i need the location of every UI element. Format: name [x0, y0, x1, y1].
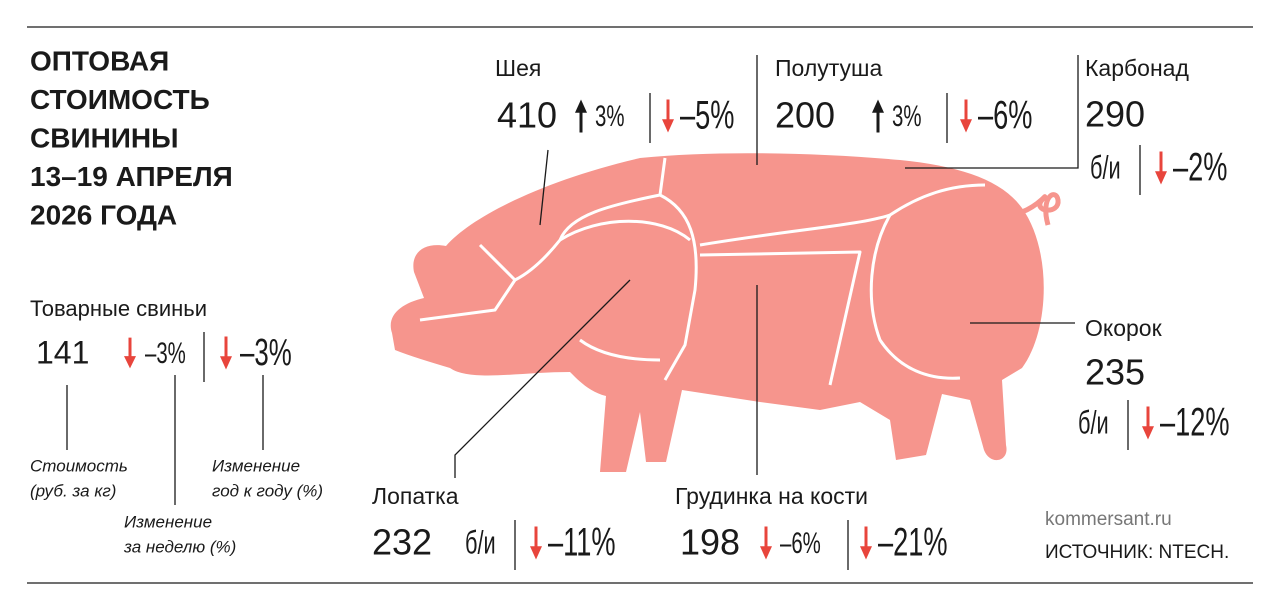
cut-price: 200 — [775, 95, 835, 136]
cut-price: 198 — [680, 522, 740, 563]
title-line: 2026 ГОДА — [30, 199, 177, 230]
note: Стоимость — [30, 456, 128, 475]
cut-line — [559, 219, 691, 242]
cut-year: –6% — [978, 93, 1032, 137]
cut-line — [699, 250, 862, 386]
arrow-down — [124, 337, 136, 369]
cut-week: б/и — [465, 524, 496, 560]
cut-price: 290 — [1085, 94, 1145, 135]
leader-line — [454, 279, 631, 478]
cut-line — [659, 193, 698, 381]
arrow-down — [860, 526, 872, 560]
cut-name: Грудинка на кости — [675, 483, 868, 509]
note: год к году (%) — [212, 481, 323, 500]
cut-year: –2% — [1173, 145, 1227, 189]
leader-line — [905, 55, 1079, 169]
leader-lines — [66, 55, 1079, 505]
cut-year: –21% — [878, 520, 948, 564]
cut-week: 3% — [595, 100, 624, 133]
arrow-down — [960, 99, 972, 133]
leader-line — [539, 149, 549, 226]
cut-name: Шея — [495, 55, 541, 81]
note: Изменение — [124, 512, 212, 531]
cut-price: 235 — [1085, 352, 1145, 393]
cut-year: –11% — [548, 520, 616, 564]
cut-price: 232 — [372, 522, 432, 563]
cut-year: –5% — [680, 93, 734, 137]
title-line: 13–19 АПРЕЛЯ — [30, 161, 233, 192]
pig-body — [390, 153, 1044, 472]
cut-line — [514, 157, 667, 282]
cut-name: Лопатка — [372, 483, 459, 509]
source: ИСТОЧНИК: NTECH. — [1045, 542, 1229, 563]
cut-name: Окорок — [1085, 315, 1163, 341]
cut-line — [579, 338, 661, 362]
cut-year: –12% — [1160, 400, 1230, 444]
title-line: СТОИМОСТЬ — [30, 84, 210, 115]
arrow-up — [575, 99, 587, 133]
arrow-down — [1155, 151, 1167, 185]
cut-week: –6% — [780, 527, 821, 560]
arrow-down — [530, 526, 542, 560]
cut-line — [869, 214, 961, 380]
arrow-down — [760, 526, 772, 560]
note: (руб. за кг) — [30, 481, 116, 500]
cut-name: Полутуша — [775, 55, 882, 81]
cut-line — [419, 243, 517, 322]
pig-tail — [1021, 192, 1061, 226]
site: kommersant.ru — [1045, 509, 1172, 530]
legend-name: Товарные свиньи — [30, 296, 207, 321]
arrow-down — [662, 99, 674, 133]
legend-price: 141 — [36, 334, 89, 370]
cut-week: 3% — [892, 100, 921, 133]
cut-price: 410 — [497, 95, 557, 136]
cut-week: б/и — [1078, 404, 1109, 440]
cut-name: Карбонад — [1085, 55, 1189, 81]
pig — [390, 153, 1061, 472]
note: Изменение — [212, 456, 300, 475]
note: за неделю (%) — [123, 537, 236, 556]
title-line: ОПТОВАЯ — [30, 45, 169, 76]
arrow-down — [220, 336, 232, 370]
cut-week: б/и — [1090, 149, 1121, 185]
arrow-down — [1142, 406, 1154, 440]
cut-line — [699, 183, 986, 247]
legend-year: –3% — [240, 331, 292, 373]
title-line: СВИНИНЫ — [30, 122, 179, 153]
legend-week: –3% — [145, 337, 186, 370]
arrow-up — [872, 99, 884, 133]
